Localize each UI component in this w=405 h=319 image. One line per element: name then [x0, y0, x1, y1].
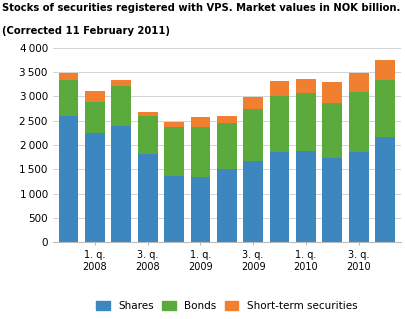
Bar — [243, 97, 263, 109]
Bar — [375, 137, 395, 242]
Bar — [296, 93, 316, 152]
Bar — [190, 117, 210, 127]
Bar — [349, 152, 369, 242]
Bar — [85, 91, 105, 102]
Bar — [164, 127, 184, 176]
Bar — [164, 176, 184, 242]
Bar — [138, 116, 158, 154]
Bar — [296, 79, 316, 93]
Bar — [190, 127, 210, 177]
Bar — [59, 73, 79, 80]
Bar — [375, 80, 395, 137]
Bar — [296, 152, 316, 242]
Bar — [349, 92, 369, 152]
Bar — [111, 126, 131, 242]
Bar — [138, 112, 158, 116]
Text: (Corrected 11 February 2011): (Corrected 11 February 2011) — [2, 26, 170, 35]
Bar — [270, 96, 290, 152]
Bar — [111, 86, 131, 126]
Bar — [59, 116, 79, 242]
Bar — [85, 102, 105, 133]
Bar — [243, 109, 263, 161]
Bar — [164, 122, 184, 127]
Bar — [217, 123, 237, 169]
Bar — [111, 80, 131, 86]
Bar — [190, 177, 210, 242]
Text: Stocks of securities registered with VPS. Market values in NOK billion.: Stocks of securities registered with VPS… — [2, 3, 401, 13]
Bar — [322, 82, 342, 103]
Bar — [217, 169, 237, 242]
Bar — [322, 103, 342, 158]
Bar — [375, 60, 395, 80]
Bar — [217, 116, 237, 123]
Bar — [270, 152, 290, 242]
Legend: Shares, Bonds, Short-term securities: Shares, Bonds, Short-term securities — [96, 301, 357, 311]
Bar — [59, 80, 79, 116]
Bar — [349, 73, 369, 92]
Bar — [243, 161, 263, 242]
Bar — [85, 133, 105, 242]
Bar — [138, 154, 158, 242]
Bar — [322, 158, 342, 242]
Bar — [270, 81, 290, 96]
